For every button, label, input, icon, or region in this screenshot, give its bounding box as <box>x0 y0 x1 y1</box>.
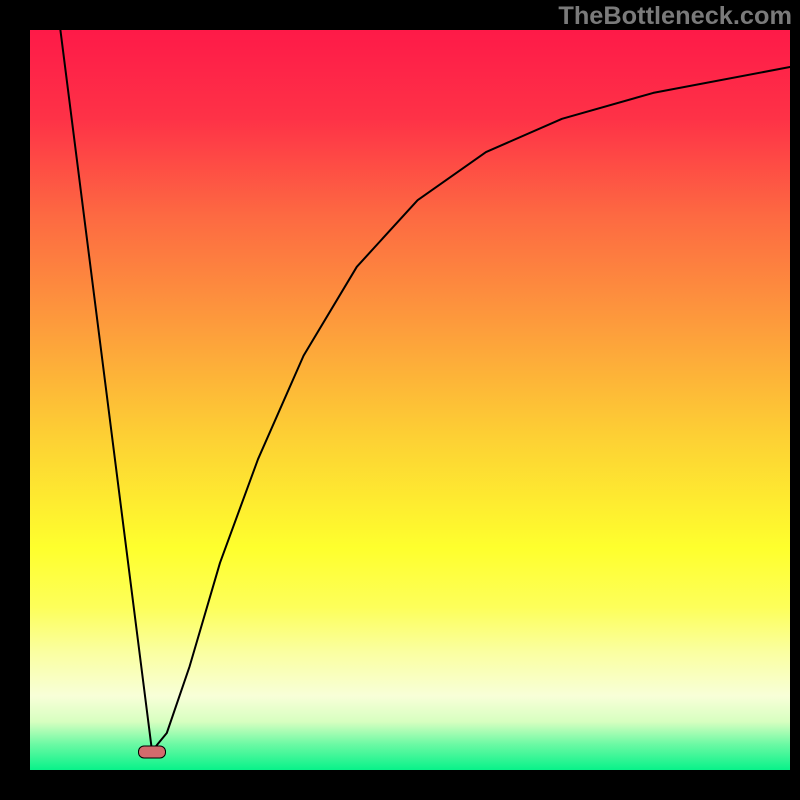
optimum-marker <box>138 745 166 758</box>
chart-container: TheBottleneck.com <box>0 0 800 800</box>
watermark-text: TheBottleneck.com <box>558 2 792 31</box>
bottleneck-curve <box>60 30 790 752</box>
plot-area <box>30 30 790 770</box>
curve-layer <box>30 30 790 770</box>
